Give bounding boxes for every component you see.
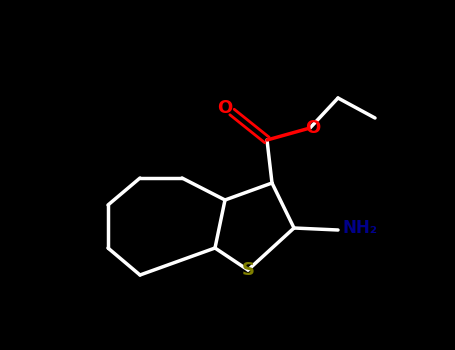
Text: NH₂: NH₂ — [342, 219, 377, 237]
Text: O: O — [305, 119, 321, 137]
Text: O: O — [217, 99, 233, 117]
Text: S: S — [242, 261, 254, 279]
